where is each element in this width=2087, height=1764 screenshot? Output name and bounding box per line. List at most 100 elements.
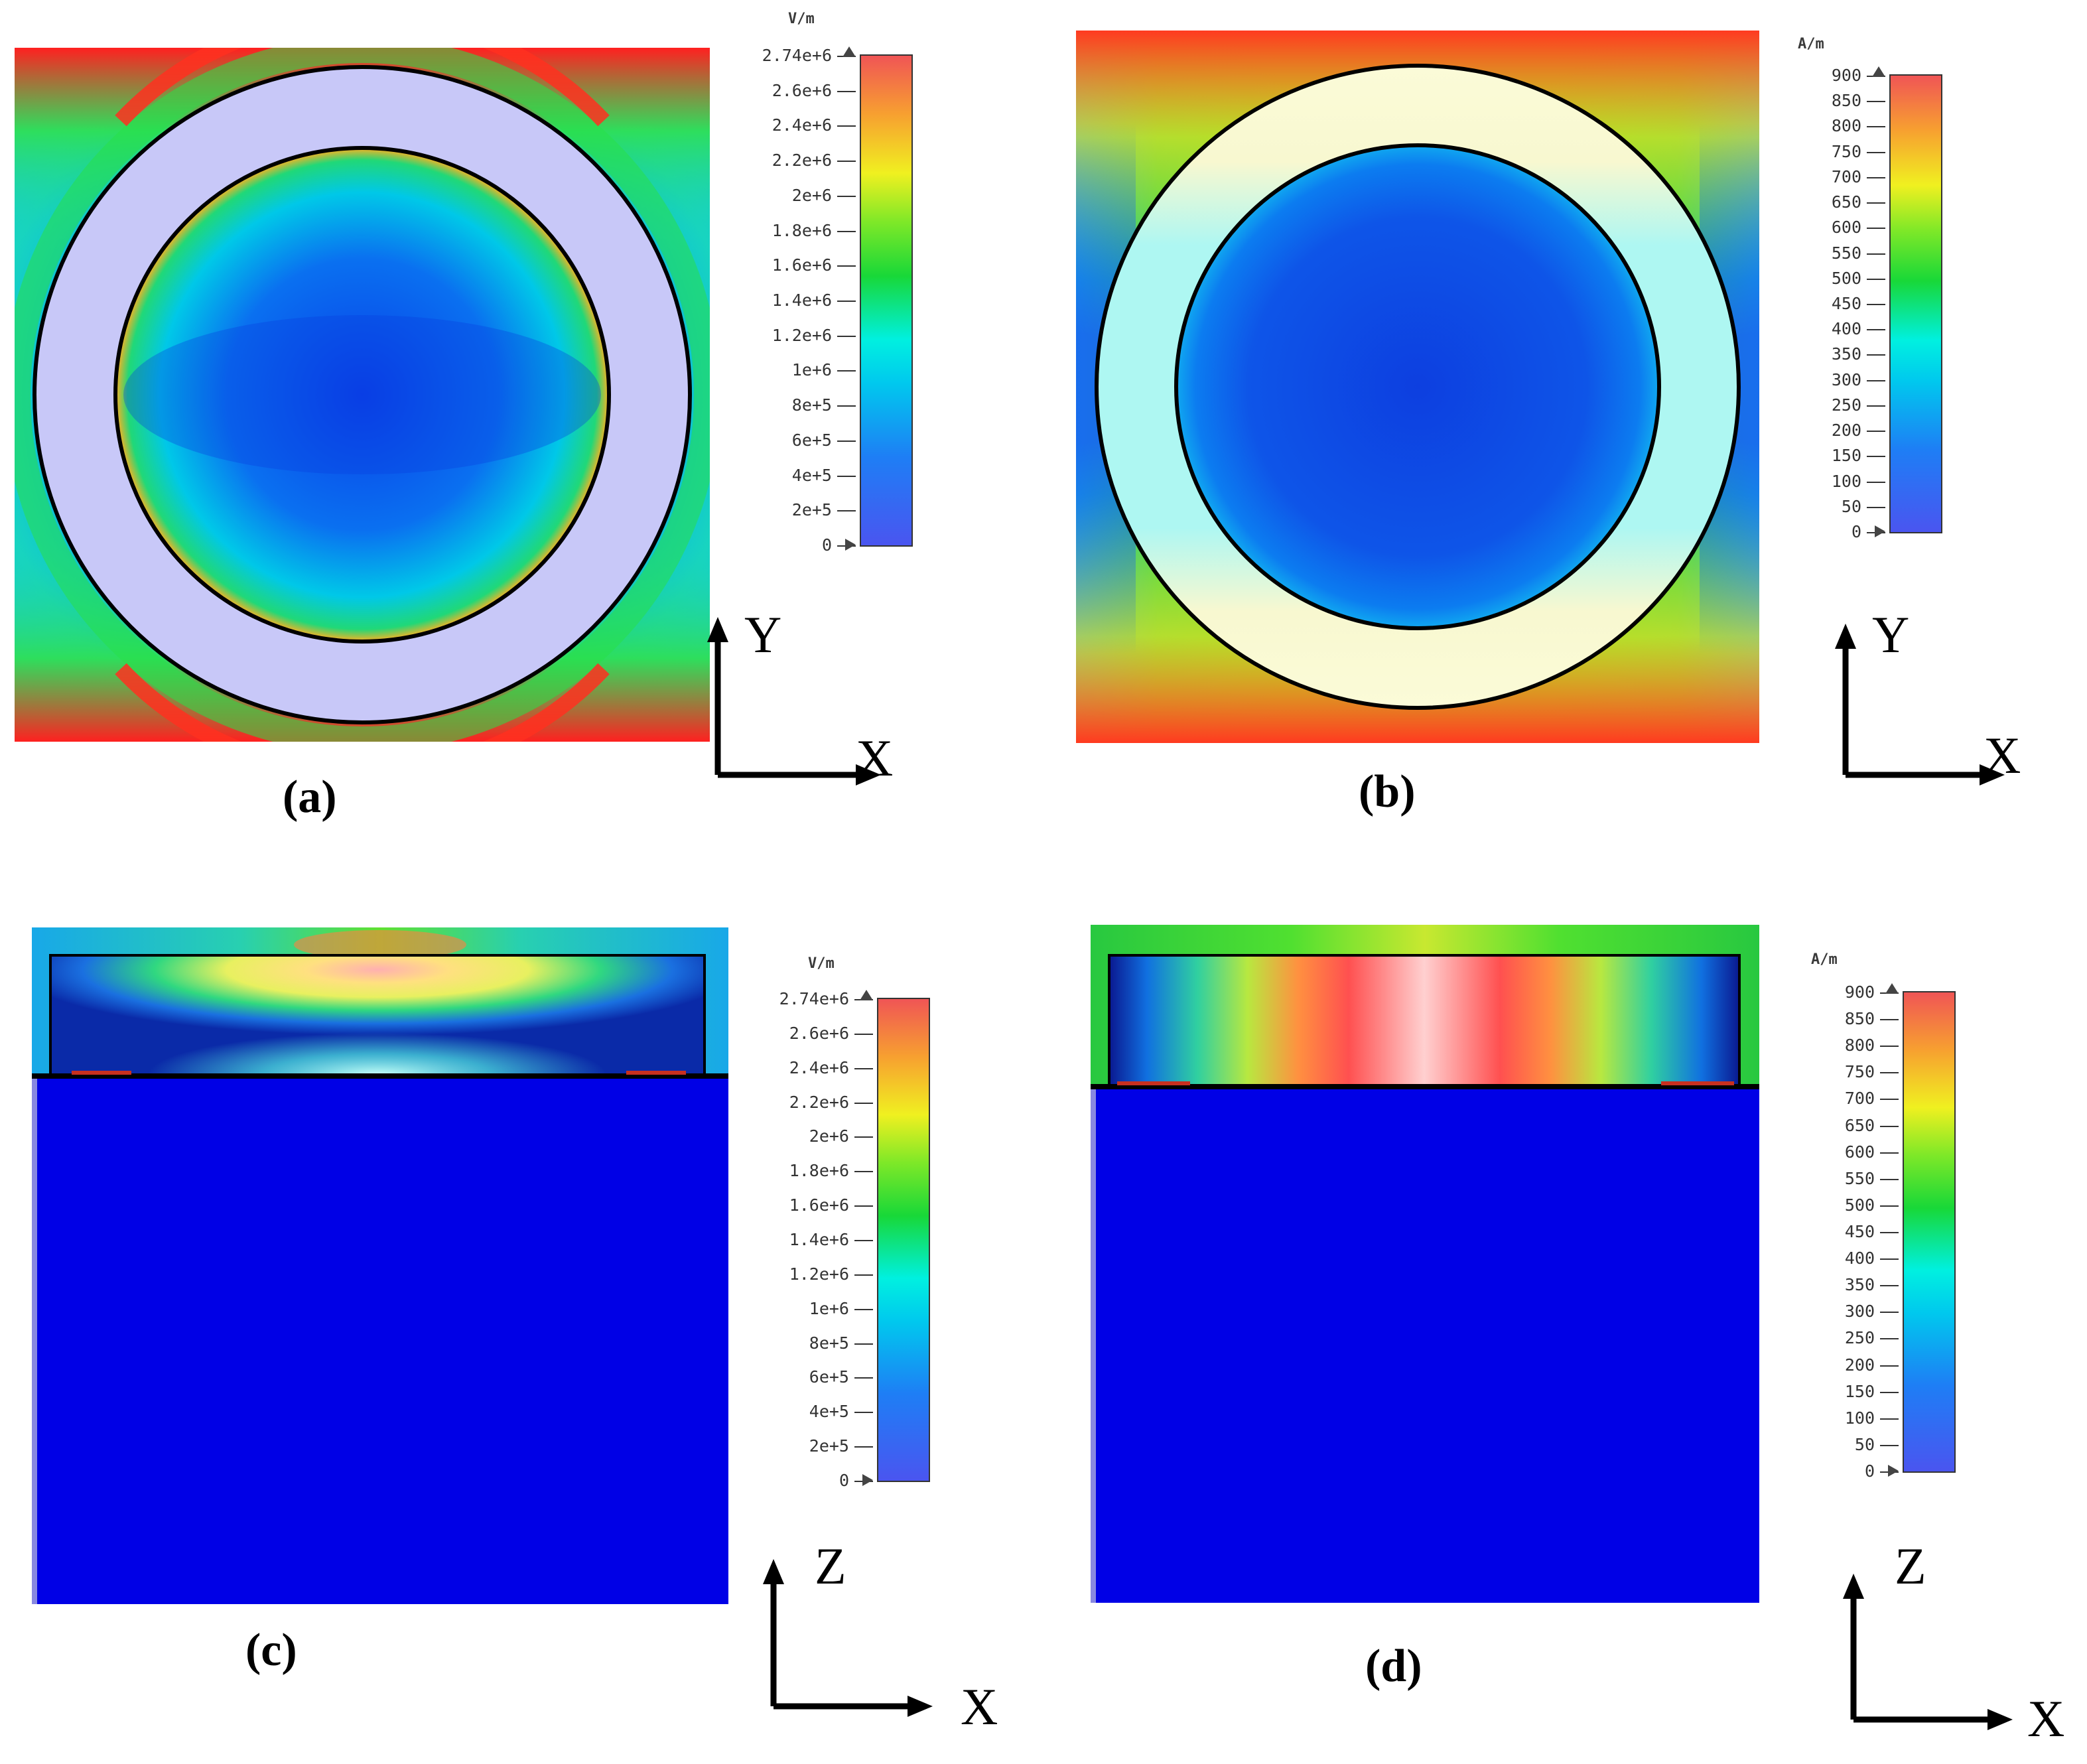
field-map-b <box>1076 31 1759 743</box>
tick-mark <box>1880 1019 1899 1021</box>
tick-label: 450 <box>1831 294 1861 313</box>
axis-label-vertical: Y <box>744 606 782 663</box>
max-marker-icon <box>860 990 873 1000</box>
colorbar <box>1903 991 1956 1473</box>
tick-label: 1.2e+6 <box>789 1264 849 1284</box>
tick-label: 1.4e+6 <box>789 1230 849 1249</box>
tick-label: 400 <box>1831 319 1861 339</box>
tick-label: 6e+5 <box>809 1367 849 1387</box>
tick-label: 1.8e+6 <box>789 1161 849 1181</box>
tick-label: 700 <box>1831 167 1861 186</box>
tick-label: 800 <box>1831 116 1861 136</box>
axis-label-vertical: Y <box>1872 606 1910 663</box>
tick-mark <box>854 1067 873 1069</box>
axes-indicator-d <box>1843 1574 2013 1730</box>
tick-label: 0 <box>839 1471 849 1490</box>
min-marker-icon <box>862 1474 873 1486</box>
panel-caption-a: (a) <box>283 772 337 823</box>
tick-label: 450 <box>1844 1222 1875 1241</box>
tick-mark <box>1880 1365 1899 1367</box>
tick-mark <box>854 1171 873 1173</box>
tick-label: 2.6e+6 <box>789 1023 849 1043</box>
axis-label-horizontal: X <box>1984 726 2021 784</box>
tick-label: 4e+5 <box>809 1402 849 1422</box>
tick-mark <box>1880 1072 1899 1074</box>
tick-mark <box>1880 1391 1899 1393</box>
tick-mark <box>837 265 856 267</box>
min-marker-icon <box>1888 1465 1899 1477</box>
axes-indicator-a <box>707 617 881 785</box>
tick-mark <box>854 1377 873 1379</box>
tick-mark <box>1867 506 1885 508</box>
tick-label: 500 <box>1844 1195 1875 1215</box>
tick-label: 250 <box>1844 1328 1875 1348</box>
tick-label: 250 <box>1831 395 1861 415</box>
tick-mark <box>837 440 856 442</box>
axes-indicator-b <box>1835 624 2005 785</box>
tick-label: 350 <box>1831 344 1861 364</box>
tick-label: 300 <box>1831 370 1861 389</box>
tick-label: 550 <box>1831 243 1861 263</box>
tick-mark <box>1867 151 1885 153</box>
tick-label: 750 <box>1844 1062 1875 1082</box>
tick-label: 300 <box>1844 1302 1875 1322</box>
tick-mark <box>1867 304 1885 305</box>
tick-mark <box>1867 379 1885 381</box>
legend-unit: V/m <box>808 955 835 972</box>
tick-label: 2.74e+6 <box>762 46 832 65</box>
tick-label: 750 <box>1831 141 1861 161</box>
tick-label: 50 <box>1841 496 1861 516</box>
tick-mark <box>1880 1285 1899 1287</box>
tick-mark <box>854 1412 873 1414</box>
tick-mark <box>1867 354 1885 356</box>
tick-mark <box>837 90 856 92</box>
tick-mark <box>1867 278 1885 280</box>
tick-label: 800 <box>1844 1036 1875 1055</box>
tick-mark <box>1880 1312 1899 1314</box>
tick-mark <box>1867 126 1885 128</box>
tick-label: 600 <box>1844 1142 1875 1162</box>
tick-label: 50 <box>1854 1434 1875 1454</box>
tick-label: 2.4e+6 <box>772 115 832 135</box>
tick-label: 150 <box>1831 446 1861 466</box>
legend-unit: A/m <box>1798 36 1824 52</box>
tick-mark <box>837 301 856 302</box>
min-marker-icon <box>845 539 856 551</box>
tick-mark <box>1867 101 1885 103</box>
tick-label: 2.6e+6 <box>772 80 832 100</box>
tick-mark <box>854 1240 873 1241</box>
tick-label: 100 <box>1844 1408 1875 1428</box>
tick-label: 150 <box>1844 1381 1875 1401</box>
e-field-legend-a: V/m 2.74e+6 2.6e+6 2.4e+6 2.2e+6 2e+6 1.8e+6 1… <box>750 9 913 555</box>
colorbar <box>877 998 930 1482</box>
h-field-legend-b: A/m 900 850 800 750 700 650 600 550 500 450 400 350… <box>1791 31 1964 541</box>
field-map-a <box>15 48 710 742</box>
tick-mark <box>837 510 856 512</box>
tick-mark <box>837 405 856 407</box>
tick-mark <box>1867 176 1885 178</box>
panel-caption-b: (b) <box>1359 766 1416 817</box>
tick-label: 8e+5 <box>809 1333 849 1353</box>
colorbar <box>1889 74 1942 533</box>
tick-label: 2e+5 <box>791 500 832 520</box>
tick-label: 1.8e+6 <box>772 220 832 240</box>
tick-mark <box>1880 1418 1899 1420</box>
tick-label: 900 <box>1831 66 1861 85</box>
tick-label: 4e+5 <box>791 465 832 485</box>
tick-label: 500 <box>1831 268 1861 288</box>
tick-mark <box>1867 456 1885 458</box>
legend-unit: V/m <box>788 11 815 27</box>
panel-caption-d: (d) <box>1365 1641 1422 1692</box>
tick-label: 0 <box>1864 1461 1875 1481</box>
tick-label: 850 <box>1844 1009 1875 1029</box>
tick-label: 2.4e+6 <box>789 1057 849 1077</box>
tick-label: 900 <box>1844 983 1875 1002</box>
tick-label: 850 <box>1831 91 1861 111</box>
tick-mark <box>1867 405 1885 407</box>
tick-label: 0 <box>1851 522 1861 541</box>
tick-mark <box>854 1205 873 1207</box>
tick-label: 350 <box>1844 1275 1875 1295</box>
tick-mark <box>1867 481 1885 483</box>
tick-label: 8e+5 <box>791 395 832 415</box>
tick-label: 1e+6 <box>809 1298 849 1318</box>
